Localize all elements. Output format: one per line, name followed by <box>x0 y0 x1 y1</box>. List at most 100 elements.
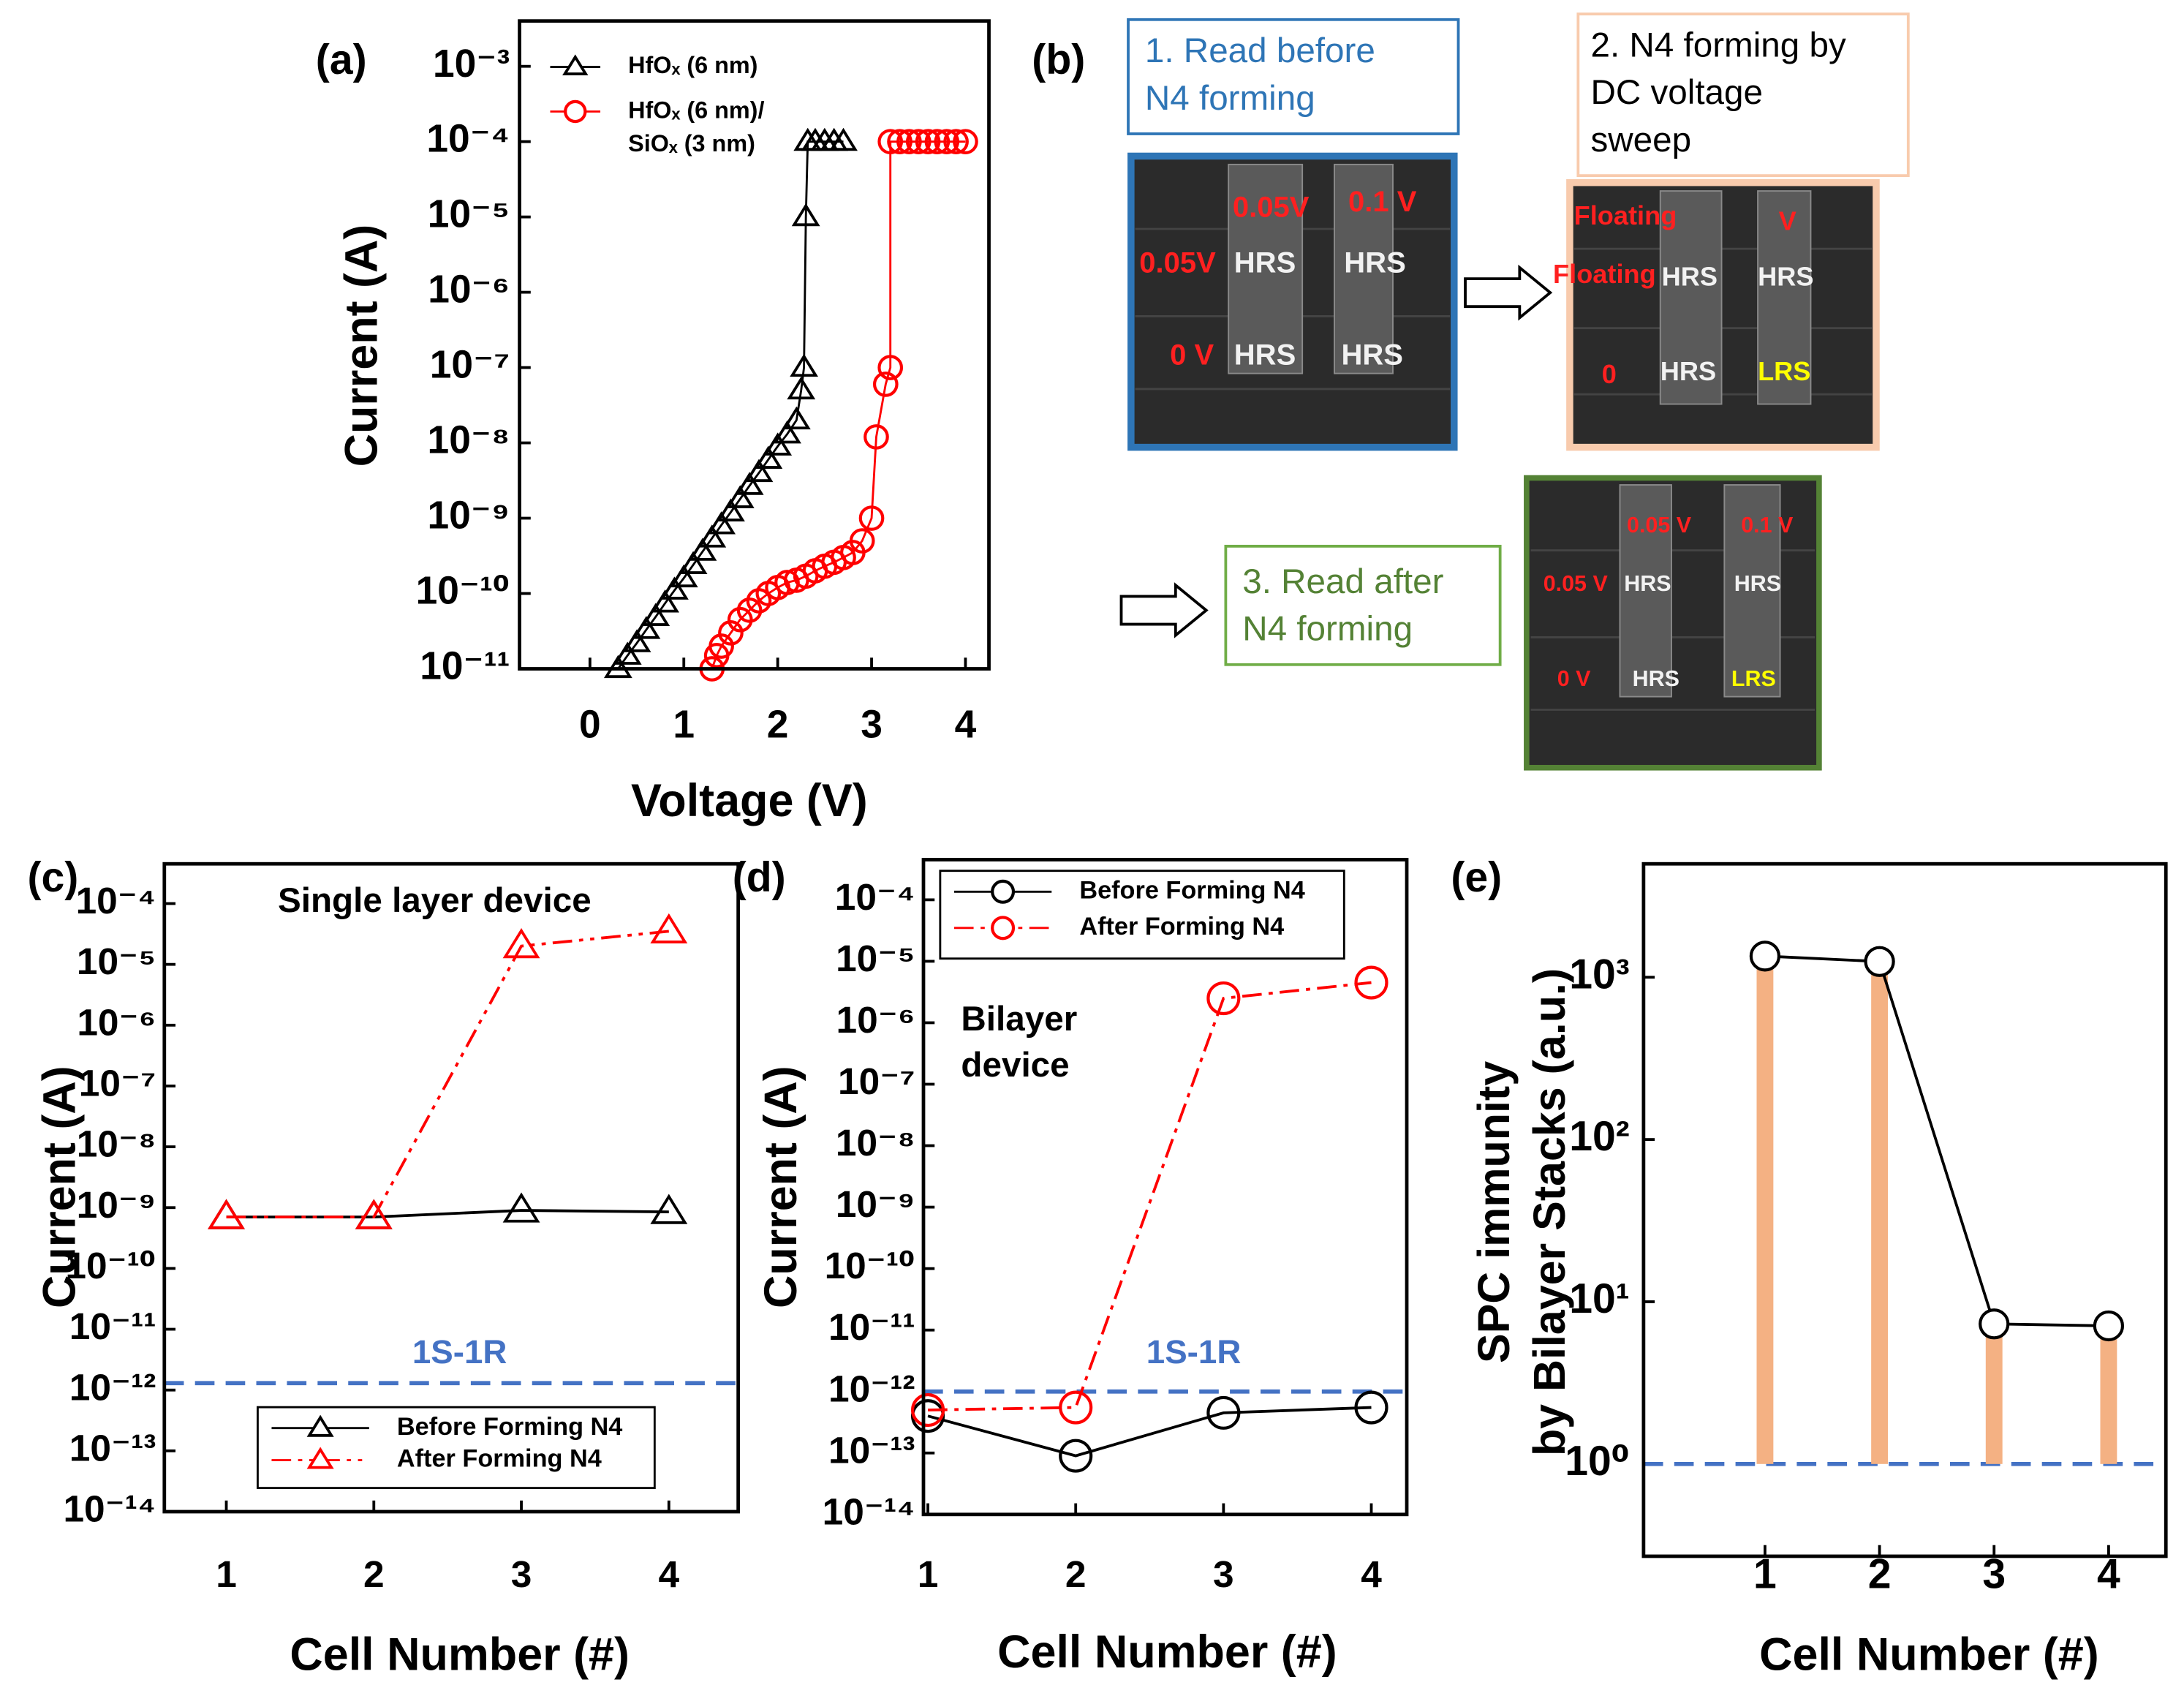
cell-label: HRS <box>1758 262 1813 292</box>
marker <box>1749 940 1781 972</box>
y-tick-label: 10⁻⁸ <box>836 1121 915 1164</box>
x-tick-label: 4 <box>659 1553 680 1595</box>
y-tick-label: 10⁻⁶ <box>836 998 915 1041</box>
legend-label: HfOₓ (6 nm)/SiOₓ (3 nm) <box>628 97 764 157</box>
marker <box>725 485 755 508</box>
marker <box>736 597 763 623</box>
marker <box>872 372 899 397</box>
marker <box>887 129 912 154</box>
x-tick-label: 2 <box>363 1553 385 1595</box>
legend-label: Before Forming N4 <box>1079 876 1304 904</box>
marker <box>613 641 642 665</box>
legend-label: After Forming N4 <box>1079 913 1284 940</box>
legend-marker <box>306 1414 334 1437</box>
y-tick-label: 10⁻¹¹ <box>420 645 510 688</box>
x-tick-label: 3 <box>1213 1553 1234 1595</box>
bar <box>1871 961 1889 1464</box>
legend-label: Before Forming N4 <box>397 1413 622 1441</box>
marker <box>773 420 801 444</box>
cell-label: HRS <box>1660 356 1716 386</box>
x-tick-label: 4 <box>955 704 977 747</box>
y-tick-label: 10⁻¹² <box>828 1367 915 1409</box>
marker <box>790 353 819 377</box>
marker <box>1206 981 1241 1016</box>
marker <box>877 129 904 154</box>
cell-label: HRS <box>1633 666 1679 691</box>
plot-frame <box>162 862 741 1514</box>
step-text: 2. N4 forming by <box>1590 26 1845 64</box>
marker <box>782 406 811 430</box>
electrode <box>1757 190 1812 405</box>
x-tick-label: 0 <box>579 704 601 747</box>
x-axis-label: Cell Number (#) <box>997 1626 1337 1678</box>
y-tick-label: 10⁻¹⁰ <box>65 1244 156 1286</box>
cell-label: 0 V <box>1557 666 1591 691</box>
marker <box>1864 946 1895 977</box>
marker <box>355 1199 393 1229</box>
marker <box>953 129 978 154</box>
cell-label: 0 <box>1602 359 1617 389</box>
annotation: Single layer device <box>278 881 592 920</box>
x-tick-label: 1 <box>918 1553 939 1595</box>
plot-frame <box>1641 862 2168 1558</box>
electrode <box>1619 484 1672 698</box>
cell-label: 0.05V <box>1139 247 1216 279</box>
y-tick-label: 10⁻¹² <box>69 1365 156 1408</box>
panel-label: (c) <box>27 854 78 901</box>
marker <box>1354 965 1388 1000</box>
cell-label: HRS <box>1341 339 1402 371</box>
y-tick-label: 10⁻¹⁰ <box>416 570 510 613</box>
electrode <box>1228 163 1304 374</box>
y-axis-label: Current (A) <box>755 1066 806 1308</box>
marker <box>744 459 774 483</box>
reference-label: 1S-1R <box>1146 1333 1242 1371</box>
arrow <box>1119 582 1209 638</box>
electrode <box>1334 163 1394 374</box>
micrograph <box>1566 178 1880 451</box>
marker <box>698 524 727 548</box>
y-tick-label: 10⁻¹¹ <box>828 1305 915 1348</box>
step-box <box>1127 18 1460 135</box>
panel-label: (e) <box>1451 854 1502 901</box>
y-tick-label: 10⁻⁵ <box>428 193 510 236</box>
y-tick-label: 10⁰ <box>1565 1438 1630 1485</box>
marker <box>849 528 875 554</box>
series-line <box>927 1406 1372 1458</box>
cell-label: LRS <box>1731 666 1776 691</box>
x-axis-label: Cell Number (#) <box>290 1629 630 1681</box>
step-box <box>1576 12 1910 178</box>
cell-label: 0.05V <box>1233 191 1310 223</box>
x-tick-label: 2 <box>1065 1553 1087 1595</box>
marker <box>915 129 941 154</box>
y-tick-label: 10⁻¹⁴ <box>63 1488 156 1530</box>
y-tick-label: 10⁻⁸ <box>77 1123 156 1165</box>
cell-label: HRS <box>1234 247 1296 279</box>
y-tick-label: 10⁻¹⁴ <box>823 1490 915 1532</box>
arrow <box>1464 264 1553 321</box>
cell-label: HRS <box>1734 571 1781 596</box>
x-tick-label: 1 <box>1753 1551 1777 1598</box>
x-tick-label: 4 <box>1361 1553 1382 1595</box>
y-tick-label: 10⁻⁷ <box>79 1062 156 1104</box>
x-tick-label: 3 <box>861 704 883 747</box>
marker <box>727 606 753 633</box>
marker <box>787 376 816 400</box>
reference-label: 1S-1R <box>412 1333 507 1371</box>
bar <box>1985 1324 2003 1464</box>
cell-label: 0.05 V <box>1627 513 1692 538</box>
marker <box>858 505 885 531</box>
marker <box>208 1199 245 1229</box>
cell-label: 0.05 V <box>1543 571 1609 596</box>
marker <box>1979 1308 2010 1340</box>
step-text: 1. Read before <box>1145 31 1375 70</box>
marker <box>660 576 689 600</box>
marker <box>829 127 858 151</box>
marker <box>651 589 679 613</box>
y-tick-label: 10² <box>1569 1113 1630 1160</box>
marker <box>622 629 651 652</box>
legend-marker <box>306 1447 334 1469</box>
y-tick-label: 10¹ <box>1569 1275 1630 1322</box>
series-line <box>226 930 669 1219</box>
y-tick-label: 10⁻⁹ <box>77 1183 156 1226</box>
